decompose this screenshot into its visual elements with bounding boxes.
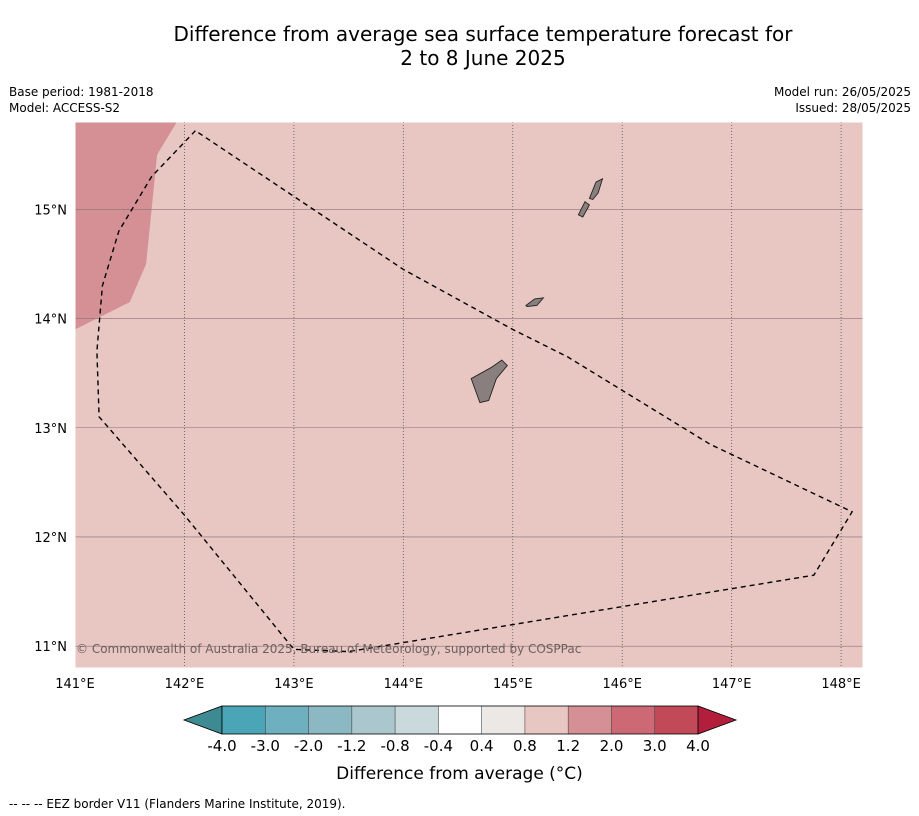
lon-tick-label: 144°E <box>384 677 424 692</box>
colorbar-tick-label: 3.0 <box>643 737 667 755</box>
map-frame <box>74 121 864 669</box>
lat-tick-label: 11°N <box>34 640 67 655</box>
lon-tick-label: 148°E <box>821 677 861 692</box>
chart-title: Difference from average sea surface temp… <box>75 22 891 70</box>
lon-tick-label: 142°E <box>165 677 205 692</box>
island-rota <box>525 297 545 307</box>
meta-left: Base period: 1981-2018 Model: ACCESS-S2 <box>9 84 154 116</box>
colorbar-swatch <box>438 706 482 734</box>
copyright-text: © Commonwealth of Australia 2025, Bureau… <box>76 642 581 656</box>
lat-tick-label: 13°N <box>34 422 67 437</box>
chart-title-line1: Difference from average sea surface temp… <box>173 22 793 46</box>
lon-tick-label: 147°E <box>712 677 752 692</box>
colorbar-swatch <box>351 706 396 734</box>
colorbar-tick-label: 1.2 <box>556 737 580 755</box>
chart-title-line2: 2 to 8 June 2025 <box>400 46 566 70</box>
lat-tick-label: 12°N <box>34 531 67 546</box>
lat-tick-label: 14°N <box>34 313 67 328</box>
colorbar-tick-label: -2.0 <box>294 737 323 755</box>
colorbar-tick-label: -4.0 <box>207 737 236 755</box>
lon-tick-label: 141°E <box>55 677 95 692</box>
colorbar-tick-label: 2.0 <box>600 737 624 755</box>
base-period-text: Base period: 1981-2018 <box>9 85 154 99</box>
issued-text: Issued: 28/05/2025 <box>795 101 911 115</box>
colorbar-swatch <box>568 706 612 734</box>
model-text: Model: ACCESS-S2 <box>9 101 121 115</box>
colorbar-swatch <box>524 706 569 734</box>
island-saipan <box>588 177 604 201</box>
colorbar-swatch <box>265 706 309 734</box>
lon-tick-label: 143°E <box>274 677 314 692</box>
colorbar-swatch <box>611 706 656 734</box>
island-tinian <box>577 201 590 218</box>
colorbar-over-arrow <box>697 705 738 735</box>
colorbar-tick-label: 0.8 <box>513 737 537 755</box>
colorbar-under-arrow <box>182 705 223 735</box>
colorbar-swatch <box>222 706 266 734</box>
colorbar-tick-label: 4.0 <box>686 737 710 755</box>
colorbar-swatch <box>395 706 439 734</box>
eez-border-line <box>96 130 854 653</box>
lat-tick-label: 15°N <box>34 203 67 218</box>
colorbar-tick-label: 0.4 <box>470 737 494 755</box>
colorbar-swatch <box>654 706 699 734</box>
lon-tick-label: 145°E <box>493 677 533 692</box>
colorbar-tick-label: -0.4 <box>424 737 453 755</box>
colorbar-tick-label: -3.0 <box>251 737 280 755</box>
warm-anomaly-patch <box>75 122 177 330</box>
colorbar-tick-label: -0.8 <box>380 737 409 755</box>
colorbar-label: Difference from average (°C) <box>336 764 583 784</box>
colorbar-tick-label: -1.2 <box>337 737 366 755</box>
meta-right: Model run: 26/05/2025 Issued: 28/05/2025 <box>774 84 911 116</box>
colorbar-swatch <box>481 706 526 734</box>
model-run-text: Model run: 26/05/2025 <box>773 85 911 99</box>
island-guam <box>470 359 508 404</box>
colorbar-swatch <box>308 706 353 734</box>
lon-tick-label: 146°E <box>602 677 642 692</box>
eez-footnote: -- -- -- EEZ border V11 (Flanders Marine… <box>9 797 346 811</box>
colorbar-frame <box>221 705 699 735</box>
